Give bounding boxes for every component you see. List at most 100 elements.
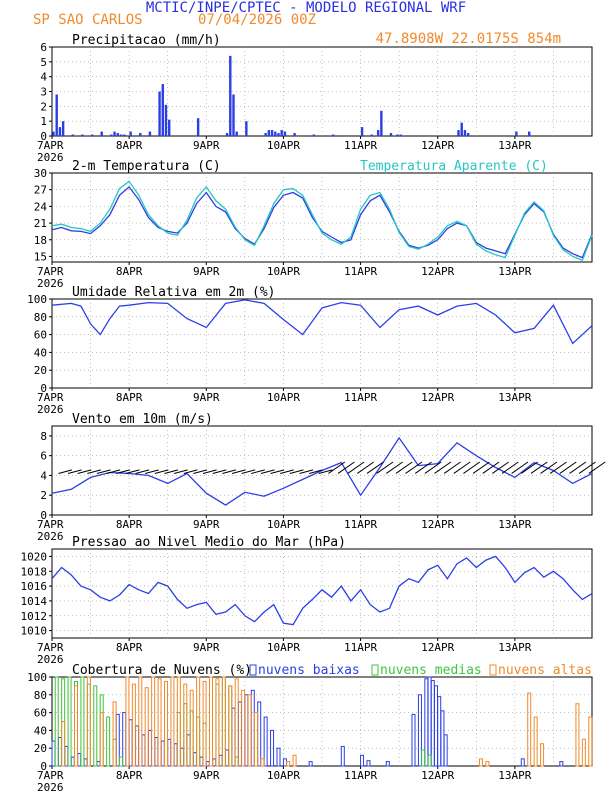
precip-bar <box>389 133 393 136</box>
x-tick-label: 10APR <box>267 139 300 152</box>
bar-high-cloud <box>286 761 291 767</box>
bar-low-cloud <box>308 761 313 767</box>
y-tick-label: 24 <box>34 200 48 213</box>
series-line <box>51 185 593 259</box>
bar-low-cloud <box>83 758 88 767</box>
panel-title: Umidade Relativa em 2m (%) <box>72 285 276 300</box>
wind-arrow <box>578 461 596 474</box>
precip-bar <box>396 134 399 136</box>
wind-arrow <box>299 469 314 474</box>
precip-bar <box>129 131 132 136</box>
legend-label: nuvens altas <box>498 663 592 678</box>
wind-arrow <box>145 469 159 474</box>
bar-low-cloud <box>443 734 448 767</box>
bar-high-cloud <box>247 694 252 767</box>
precip-bar <box>100 131 103 136</box>
y-tick-label: 1018 <box>21 565 48 578</box>
x-tick-label: 13APR <box>498 265 531 278</box>
bar-low-cloud <box>263 716 268 767</box>
x-year-label: 2026 <box>37 653 64 666</box>
wind-arrow <box>424 461 442 474</box>
precip-bar <box>370 134 373 136</box>
x-tick-label: 8APR <box>116 139 143 152</box>
y-tick-label: 30 <box>34 167 47 180</box>
precip-bar <box>528 131 531 136</box>
wind-arrow <box>511 461 529 474</box>
chart-panel-4: 0 2 4 6 8 7APR 8APR 9APR 10APR 11APR 12APR 13APR 202… <box>37 412 606 543</box>
bar-high-cloud <box>228 685 233 767</box>
wind-arrow <box>58 469 73 474</box>
precip-bar <box>164 104 168 136</box>
wind-arrow <box>241 469 256 474</box>
wind-arrow <box>501 461 519 474</box>
x-tick-label: 12APR <box>421 518 454 531</box>
bar-mid-cloud <box>421 749 426 767</box>
bar-low-cloud <box>430 680 435 767</box>
x-tick-label: 12APR <box>421 769 454 782</box>
precip-bar <box>283 131 287 136</box>
bar-low-cloud <box>154 737 159 767</box>
bar-low-cloud <box>186 734 191 767</box>
wind-arrow <box>183 469 198 474</box>
x-tick-label: 11APR <box>344 769 377 782</box>
wind-arrow <box>193 469 208 474</box>
precip-bar <box>139 133 142 136</box>
precip-bar <box>58 127 62 136</box>
wind-arrow <box>222 469 237 474</box>
y-tick-label: 0 <box>40 509 47 522</box>
wind-arrow <box>337 461 355 474</box>
panel-title: Precipitacao (mm/h) <box>72 33 221 48</box>
y-tick-label: 100 <box>27 671 47 684</box>
chart-panel-6: 0 20 40 60 80 100 7APR 8APR 9APR 10APR 11APR 12APR 1… <box>27 663 593 792</box>
y-tick-label: 15 <box>34 250 47 263</box>
bar-low-cloud <box>427 676 432 767</box>
x-tick-label: 13APR <box>498 139 531 152</box>
precip-bar <box>277 133 280 136</box>
bar-high-cloud <box>157 678 162 767</box>
precip-bar <box>196 118 200 136</box>
panel-title: 2-m Temperatura (C) <box>72 159 221 174</box>
y-tick-label: 2 <box>40 100 47 113</box>
wind-arrow <box>328 461 346 474</box>
bar-low-cloud <box>225 749 230 767</box>
y-tick-label: 80 <box>34 689 47 702</box>
x-tick-label: 9APR <box>193 139 220 152</box>
wind-arrow <box>453 461 471 474</box>
bar-low-cloud <box>231 707 236 767</box>
wind-arrow <box>260 469 275 474</box>
x-tick-label: 13APR <box>498 641 531 654</box>
x-tick-label: 8APR <box>116 265 143 278</box>
precip-bar <box>466 133 470 136</box>
bar-high-cloud <box>164 680 168 767</box>
x-year-label: 2026 <box>37 277 64 290</box>
legend-label: Temperatura Aparente (C) <box>360 159 548 174</box>
bar-high-cloud <box>527 692 532 767</box>
precip-bar <box>225 133 229 136</box>
bar-high-cloud <box>170 676 175 767</box>
bar-low-cloud <box>173 743 178 767</box>
y-tick-label: 8 <box>40 430 47 443</box>
bar-low-cloud <box>440 710 445 767</box>
page-title: MCTIC/INPE/CPTEC - MODELO REGIONAL WRF <box>146 0 466 16</box>
legend-label: nuvens baixas <box>258 663 360 678</box>
run-date-label: 07/04/2026 00Z <box>198 12 316 28</box>
precip-bar <box>110 134 113 136</box>
wind-arrow <box>125 469 140 474</box>
x-tick-label: 9APR <box>193 518 220 531</box>
bar-high-cloud <box>485 761 490 767</box>
wind-vectors <box>58 461 606 474</box>
precip-bar <box>119 134 123 136</box>
bar-low-cloud <box>141 734 146 767</box>
x-tick-label: 8APR <box>116 769 143 782</box>
wind-arrow <box>559 461 577 474</box>
wind-arrow <box>549 461 567 474</box>
wind-arrow <box>154 469 169 474</box>
bar-high-cloud <box>189 689 194 767</box>
bar-low-cloud <box>424 678 429 767</box>
bar-low-cloud <box>257 701 262 767</box>
precip-bar <box>331 134 335 136</box>
series-line-apparent <box>51 180 593 262</box>
bar-high-cloud <box>176 676 181 767</box>
precip-bar <box>463 130 467 136</box>
